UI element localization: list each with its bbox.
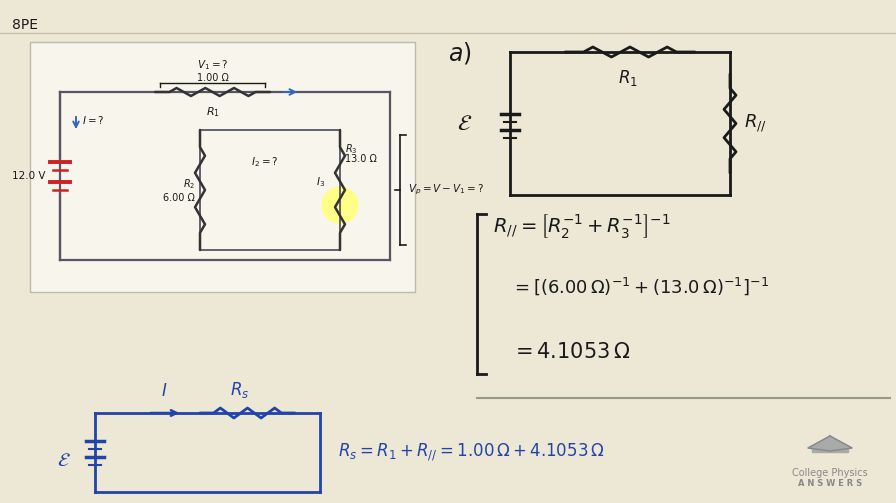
Text: $= \left[(6.00\,\Omega)^{-1} + (13.0\,\Omega)^{-1}\right]^{-1}$: $= \left[(6.00\,\Omega)^{-1} + (13.0\,\O… (511, 275, 769, 297)
Text: $a)$: $a)$ (448, 40, 471, 66)
Text: $R_s$: $R_s$ (230, 380, 250, 400)
Polygon shape (808, 436, 852, 451)
Text: $R_2$
6.00 Ω: $R_2$ 6.00 Ω (163, 177, 195, 203)
Text: 8PE: 8PE (12, 18, 38, 32)
Text: $I_3$: $I_3$ (316, 175, 325, 189)
Text: $I_2 = ?$: $I_2 = ?$ (251, 155, 279, 169)
Text: $I$: $I$ (160, 382, 168, 400)
Text: 12.0 V: 12.0 V (13, 171, 46, 181)
Text: $\mathcal{E}$: $\mathcal{E}$ (57, 451, 71, 470)
Text: $I = ?$: $I = ?$ (82, 114, 105, 126)
Circle shape (322, 187, 358, 223)
Text: 1.00 Ω: 1.00 Ω (196, 73, 228, 83)
Text: $\mathcal{E}$: $\mathcal{E}$ (457, 114, 472, 133)
Polygon shape (812, 446, 848, 452)
Text: $= 4.1053\,\Omega$: $= 4.1053\,\Omega$ (511, 342, 630, 362)
Text: $R_{//}$: $R_{//}$ (744, 113, 767, 134)
Text: $R_1$: $R_1$ (618, 68, 638, 88)
Text: $R_3$: $R_3$ (345, 142, 358, 156)
FancyBboxPatch shape (30, 42, 415, 292)
Text: $R_s = R_1 + R_{//} = 1.00\,\Omega + 4.1053\,\Omega$: $R_s = R_1 + R_{//} = 1.00\,\Omega + 4.1… (338, 442, 605, 463)
Text: 13.0 Ω: 13.0 Ω (345, 154, 377, 164)
Text: $V_p = V - V_1 = ?$: $V_p = V - V_1 = ?$ (408, 183, 484, 197)
Text: A N S W E R S: A N S W E R S (798, 479, 862, 488)
Text: College Physics: College Physics (792, 468, 868, 478)
Text: $R_1$: $R_1$ (205, 105, 220, 119)
Text: $V_1 = ?$: $V_1 = ?$ (197, 58, 228, 72)
Text: $R_{//} = \left[ R_2^{-1} + R_3^{-1} \right]^{-1}$: $R_{//} = \left[ R_2^{-1} + R_3^{-1} \ri… (493, 212, 670, 240)
